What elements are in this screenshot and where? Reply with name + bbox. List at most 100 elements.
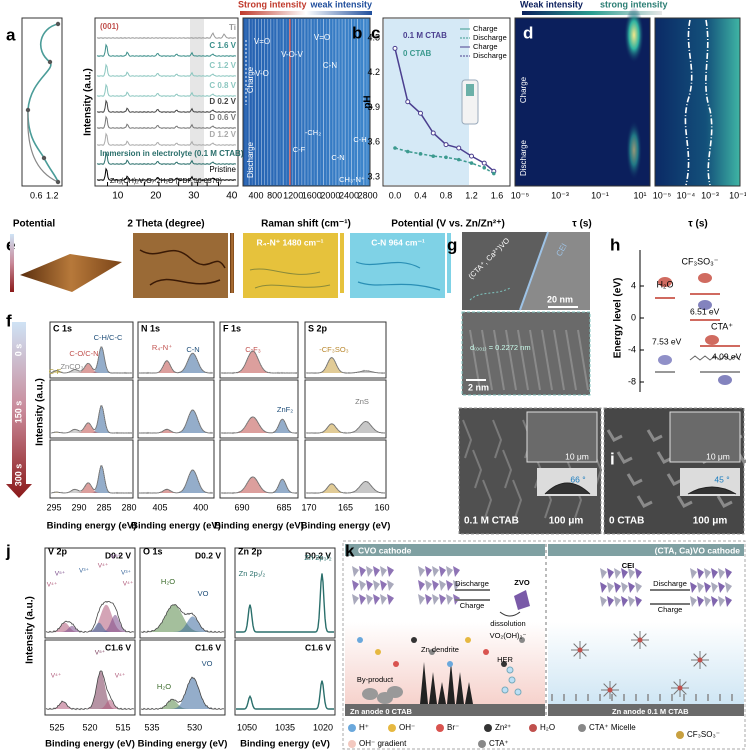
lattice-fringe <box>517 329 529 391</box>
label: V⁴⁺ <box>115 673 126 680</box>
crystal-unit <box>718 596 725 607</box>
label: 0 CTAB <box>403 49 432 58</box>
marker <box>405 149 410 154</box>
lattice-fringe <box>577 329 589 391</box>
label: D 0.2 V <box>209 97 236 106</box>
frame <box>219 321 299 379</box>
crystal-unit <box>425 594 432 605</box>
fit-peak <box>306 370 385 373</box>
colorbar <box>447 233 451 293</box>
marker <box>418 152 423 156</box>
zvo <box>514 590 530 610</box>
frame <box>219 439 299 499</box>
bubble <box>506 666 514 674</box>
fit-peak <box>306 357 385 373</box>
label: Discharge <box>653 579 687 588</box>
label: 20 <box>150 191 162 202</box>
label: 1020 <box>313 722 333 732</box>
crystal-unit <box>614 582 621 593</box>
label: V-O-V <box>281 50 303 59</box>
marker <box>456 157 461 162</box>
label: Binding energy (eV) <box>45 739 135 750</box>
envelope <box>306 421 386 434</box>
label: H₂O <box>157 682 171 691</box>
label: 10⁻⁴ <box>677 190 696 200</box>
fit-peak <box>139 410 213 433</box>
label: VO₂(OH)₂⁻ <box>490 631 527 640</box>
crystal-unit <box>425 580 432 591</box>
label: D0.2 V <box>305 550 331 560</box>
label: C-N 964 cm⁻¹ <box>371 237 425 247</box>
label: 10⁻¹ <box>591 190 609 200</box>
cei-layer <box>520 232 590 310</box>
inset <box>669 411 741 463</box>
label: O 1s <box>143 546 163 556</box>
label: Charge <box>519 76 528 103</box>
frame <box>49 439 134 499</box>
label: Potential <box>13 219 55 230</box>
label: Intensity (a.u.) <box>83 68 94 136</box>
crystal-unit <box>380 566 387 577</box>
marker <box>482 165 487 170</box>
micelle-core <box>677 685 683 691</box>
frame <box>304 321 387 379</box>
label: D 1.2 V <box>209 130 236 139</box>
crystal-unit <box>614 568 621 579</box>
label: ZnCO₃ <box>60 362 83 371</box>
xrd-trace <box>96 99 237 114</box>
crystal-unit <box>635 596 642 607</box>
label: Zn anode 0.1 M CTAB <box>612 707 689 716</box>
crystal-unit <box>614 596 621 607</box>
ion <box>501 661 507 667</box>
label: 10⁻³ <box>551 190 569 200</box>
label: 100 μm <box>549 516 584 527</box>
crystal-unit <box>352 580 359 591</box>
label: V⁴⁺ <box>98 563 109 570</box>
label: C-N <box>331 153 344 162</box>
droplet <box>687 486 737 495</box>
legend-swatch <box>348 740 356 748</box>
label: V-O <box>255 69 269 78</box>
envelope <box>306 357 385 374</box>
crystal-unit <box>621 582 628 593</box>
frame <box>49 321 134 379</box>
label: C-O/C-N <box>69 349 98 358</box>
label: 2 nm <box>468 382 489 392</box>
label: 2800 <box>358 190 378 200</box>
label: 0 CTAB <box>609 516 644 527</box>
droplet <box>544 482 591 495</box>
label: 300 s <box>13 464 23 487</box>
label: C-H/C-C <box>94 333 123 342</box>
crystal-unit <box>600 582 607 593</box>
dendrite <box>420 662 428 704</box>
crystal-unit <box>704 582 711 593</box>
frame <box>139 547 226 639</box>
envelope <box>236 680 334 710</box>
electrolyte-left <box>345 622 545 704</box>
label: Binding energy (eV) <box>301 521 391 532</box>
fit-peak <box>51 489 132 493</box>
label: 4.5 <box>367 32 380 42</box>
marker <box>481 160 487 166</box>
label: 3.6 <box>367 137 380 147</box>
frame <box>234 639 336 716</box>
label: ZVO <box>514 578 530 587</box>
texture <box>716 495 733 508</box>
label: CF₃SO₃⁻ <box>681 256 718 266</box>
frame <box>44 639 136 716</box>
label: Zn 2p₁/₂ <box>239 569 266 578</box>
micelle-core <box>577 647 583 653</box>
fit-peak <box>46 614 134 632</box>
fit-peak <box>221 479 297 493</box>
lattice-fringe <box>565 329 577 391</box>
label: V⁵⁺ <box>55 571 66 578</box>
label: VO <box>198 589 209 598</box>
marker <box>431 154 436 158</box>
crystal-unit <box>718 582 725 593</box>
ion <box>465 637 471 643</box>
crystal-unit <box>439 580 446 591</box>
label: H₂O <box>161 577 175 586</box>
crystal-unit <box>711 568 718 579</box>
texture <box>512 479 523 519</box>
cei-edge <box>519 231 549 311</box>
